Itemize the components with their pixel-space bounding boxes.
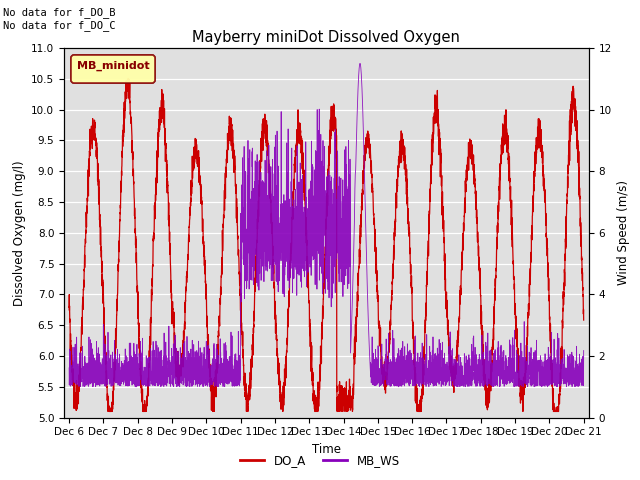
X-axis label: Time: Time	[312, 443, 341, 456]
Y-axis label: Wind Speed (m/s): Wind Speed (m/s)	[618, 180, 630, 285]
Text: No data for f_DO_B: No data for f_DO_B	[3, 7, 116, 18]
Title: Mayberry miniDot Dissolved Oxygen: Mayberry miniDot Dissolved Oxygen	[193, 30, 460, 46]
Text: No data for f_DO_C: No data for f_DO_C	[3, 20, 116, 31]
Legend: 	[71, 55, 155, 83]
Y-axis label: Dissolved Oxygen (mg/l): Dissolved Oxygen (mg/l)	[13, 160, 26, 306]
Legend: DO_A, MB_WS: DO_A, MB_WS	[236, 449, 404, 472]
